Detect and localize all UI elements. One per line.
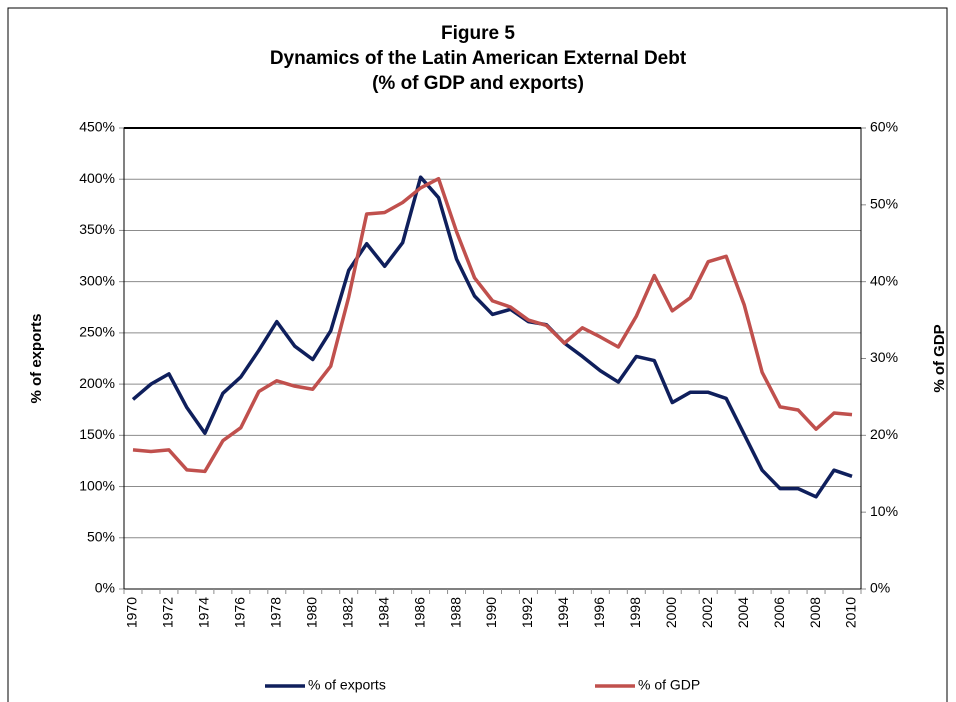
- x-tick-label: 1990: [483, 597, 499, 628]
- y2-tick-label: 40%: [870, 272, 898, 288]
- series-line: [132, 176, 853, 474]
- x-tick-label: 1974: [196, 597, 212, 628]
- x-tick-label: 1988: [447, 597, 463, 628]
- x-tick-label: 1992: [519, 597, 535, 628]
- x-tick-label: 2008: [807, 597, 823, 628]
- chart-title: Dynamics of the Latin American External …: [270, 48, 687, 69]
- y2-axis-title: % of GDP: [931, 324, 948, 392]
- y-tick-label: 200%: [79, 375, 115, 391]
- chart-border: [7, 7, 948, 702]
- x-tick-label: 2002: [699, 597, 715, 628]
- x-tick-label: 2004: [735, 597, 751, 628]
- chart-title: (% of GDP and exports): [372, 73, 584, 94]
- y2-tick-label: 10%: [870, 503, 898, 519]
- x-tick-label: 1994: [555, 597, 571, 628]
- x-tick-label: 1972: [160, 597, 176, 628]
- legend-label: % of exports: [308, 677, 386, 693]
- y-tick-label: 50%: [87, 528, 115, 544]
- x-tick-label: 2000: [663, 597, 679, 628]
- chart-title: Figure 5: [441, 23, 515, 44]
- y-tick-label: 0%: [95, 580, 115, 596]
- x-tick-label: 1996: [591, 597, 607, 628]
- series-line: [131, 175, 853, 499]
- y2-tick-label: 0%: [870, 580, 890, 596]
- y-tick-label: 250%: [79, 324, 115, 340]
- y2-tick-label: 30%: [870, 349, 898, 365]
- x-tick-label: 1980: [303, 597, 319, 628]
- y-tick-label: 450%: [79, 119, 115, 135]
- x-tick-label: 1970: [124, 597, 140, 628]
- y2-tick-label: 20%: [870, 426, 898, 442]
- y2-tick-label: 50%: [870, 196, 898, 212]
- x-tick-label: 2006: [771, 597, 787, 628]
- y-tick-label: 300%: [79, 272, 115, 288]
- x-tick-label: 1978: [267, 597, 283, 628]
- y-tick-label: 350%: [79, 221, 115, 237]
- plot-area: [123, 127, 862, 590]
- x-tick-label: 1982: [339, 597, 355, 628]
- y-tick-label: 400%: [79, 170, 115, 186]
- y2-tick-label: 60%: [870, 119, 898, 135]
- x-tick-label: 1986: [411, 597, 427, 628]
- x-tick-label: 1984: [375, 597, 391, 628]
- legend-label: % of GDP: [638, 677, 700, 693]
- y-axis-title: % of exports: [28, 313, 45, 403]
- y-tick-label: 100%: [79, 477, 115, 493]
- x-tick-label: 2010: [843, 597, 859, 628]
- y-tick-label: 150%: [79, 426, 115, 442]
- x-tick-label: 1976: [232, 597, 248, 628]
- x-tick-label: 1998: [627, 597, 643, 628]
